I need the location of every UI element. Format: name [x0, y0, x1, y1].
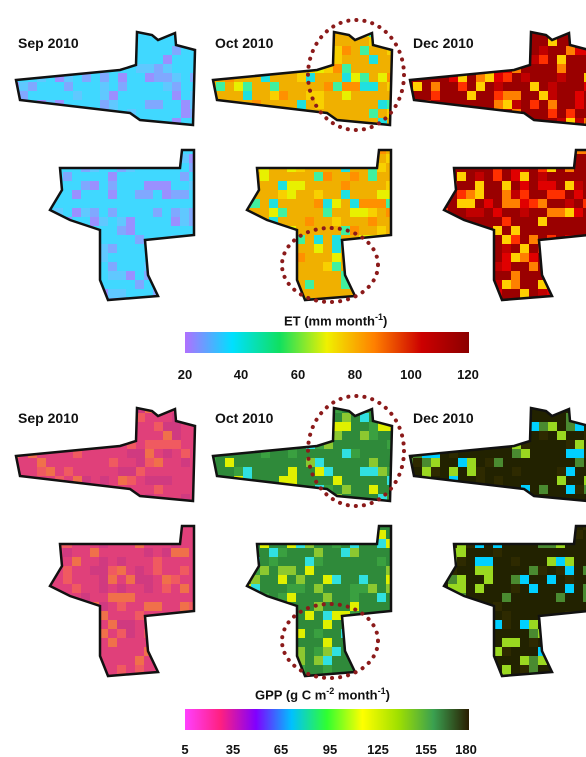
gpp-col-label-dec: Dec 2010 [413, 410, 474, 426]
et-tick: 20 [177, 367, 193, 382]
et-colorbar [185, 332, 469, 353]
map-et-sep-lower [48, 148, 196, 302]
et-oct-highlight-lower [280, 226, 380, 304]
gpp-colorbar-title: GPP (g C m-2 month-1) [255, 686, 390, 703]
gpp-col-label-oct: Oct 2010 [215, 410, 274, 426]
map-gpp-oct-lower [245, 524, 393, 678]
map-gpp-sep-lower [48, 524, 196, 678]
et-col-label-oct: Oct 2010 [215, 35, 274, 51]
gpp-tick: 5 [181, 742, 189, 757]
et-tick: 100 [400, 367, 422, 382]
map-et-oct-lower [245, 148, 393, 302]
et-tick: 120 [457, 367, 479, 382]
gpp-col-label-sep: Sep 2010 [18, 410, 79, 426]
et-tick: 80 [347, 367, 363, 382]
gpp-colorbar [185, 709, 469, 730]
map-gpp-dec-lower [442, 524, 586, 678]
et-tick: 60 [290, 367, 306, 382]
gpp-tick: 155 [415, 742, 437, 757]
et-tick: 40 [233, 367, 249, 382]
gpp-tick: 35 [225, 742, 241, 757]
gpp-tick: 125 [367, 742, 389, 757]
et-colorbar-title: ET (mm month-1) [284, 312, 388, 329]
gpp-oct-highlight-lower [280, 602, 380, 680]
et-oct-highlight-upper [306, 18, 406, 132]
map-et-dec-lower [442, 148, 586, 302]
et-col-label-sep: Sep 2010 [18, 35, 79, 51]
et-col-label-dec: Dec 2010 [413, 35, 474, 51]
gpp-tick: 180 [455, 742, 477, 757]
gpp-oct-highlight-upper [306, 394, 406, 508]
gpp-tick: 65 [273, 742, 289, 757]
gpp-tick: 95 [322, 742, 338, 757]
